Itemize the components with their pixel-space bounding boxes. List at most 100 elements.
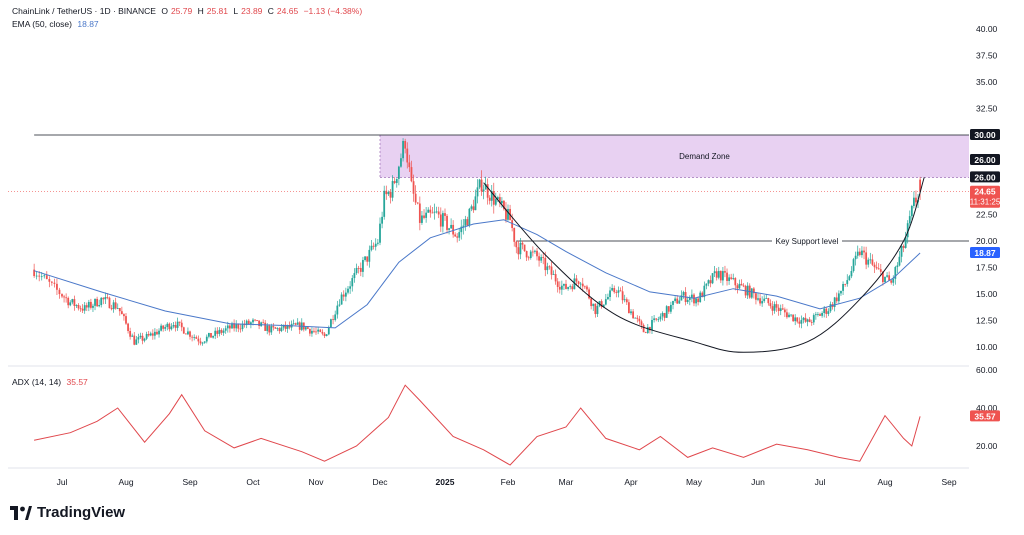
adx-value: 35.57: [66, 377, 88, 387]
badge-ema-bg: [970, 246, 1000, 258]
key-support-label: Key Support level: [776, 237, 839, 246]
candle-body: [861, 250, 863, 256]
candle-body: [571, 286, 574, 290]
candle-body: [71, 299, 74, 303]
candle-body: [323, 333, 326, 337]
candle-body: [680, 295, 683, 301]
candle-body: [529, 251, 532, 258]
price-axis-tick: 17.50: [976, 263, 998, 273]
candle-body: [814, 314, 817, 316]
candle-body: [619, 290, 622, 292]
candle-body: [178, 321, 181, 323]
candle-body: [141, 335, 144, 341]
candle-body: [833, 297, 836, 308]
candle-body: [672, 300, 674, 305]
candle-body: [421, 215, 423, 223]
candle-body: [218, 329, 221, 334]
time-axis-tick: May: [686, 477, 703, 487]
candle-body: [135, 339, 138, 345]
candle-body: [120, 311, 123, 315]
candle-body: [397, 166, 400, 179]
candle-body: [558, 286, 561, 290]
candle-body: [296, 322, 299, 325]
candle-body: [494, 199, 497, 205]
candle-body: [786, 312, 788, 318]
candle-body: [252, 319, 254, 323]
demand-zone-label: Demand Zone: [679, 152, 730, 161]
candle-body: [470, 206, 473, 209]
candle-body: [90, 301, 92, 308]
candle-body: [693, 294, 695, 304]
candle-body: [127, 323, 129, 331]
candle-body: [915, 197, 917, 203]
candle-body: [69, 302, 72, 306]
candle-body: [174, 325, 177, 328]
close-value: 24.65: [276, 6, 299, 16]
candle-body: [879, 269, 882, 272]
candle-body: [325, 334, 328, 337]
candle-body: [732, 278, 735, 279]
candle-body: [867, 259, 870, 265]
candle-body: [306, 327, 309, 329]
candle-body: [823, 308, 826, 314]
candle-body: [247, 320, 250, 325]
candle-body: [726, 272, 728, 281]
candle-body: [594, 303, 597, 315]
low-label: L: [233, 6, 239, 16]
candle-body: [592, 303, 595, 307]
badge-current-price: 24.65: [974, 187, 996, 197]
time-axis-tick: Aug: [877, 477, 892, 487]
candle-body: [869, 259, 872, 261]
brand-name: TradingView: [37, 504, 126, 521]
candle-body: [366, 256, 369, 262]
candle-body: [498, 197, 501, 204]
candle-body: [763, 298, 766, 302]
candle-body: [231, 323, 233, 329]
tradingview-brand[interactable]: TradingView: [10, 504, 125, 521]
candle-body: [755, 293, 757, 300]
tradingview-logo-icon: [10, 505, 32, 520]
candle-body: [538, 256, 540, 261]
candle-body: [344, 292, 347, 297]
candle-body: [873, 264, 876, 268]
candle-body: [383, 190, 386, 217]
candle-body: [621, 291, 624, 301]
candle-body: [649, 326, 651, 331]
candle-body: [602, 304, 605, 308]
candle-body: [393, 181, 396, 183]
candle-body: [757, 298, 759, 300]
candle-body: [525, 251, 528, 258]
candle-body: [817, 314, 819, 315]
candle-body: [454, 234, 457, 237]
candle-body: [623, 299, 626, 301]
candle-body: [38, 275, 41, 277]
candle-body: [336, 305, 339, 315]
candle-body: [604, 299, 607, 305]
candle-body: [429, 209, 432, 213]
candle-body: [844, 283, 847, 285]
candle-body: [674, 298, 676, 301]
candle-body: [496, 197, 499, 200]
candle-body: [788, 314, 790, 318]
time-axis-tick: Dec: [372, 477, 388, 487]
time-axis-tick: Nov: [308, 477, 324, 487]
candle-body: [794, 317, 797, 322]
candle-body: [262, 322, 265, 324]
candle-body: [513, 227, 516, 242]
candle-body: [486, 184, 489, 198]
candle-body: [437, 211, 440, 215]
candle-body: [663, 313, 666, 318]
candle-body: [846, 280, 849, 285]
badge-current-price-bg: [970, 185, 1000, 208]
candle-body: [158, 330, 160, 335]
candle-body: [728, 277, 730, 281]
time-axis-tick: Jul: [57, 477, 68, 487]
time-axis-tick: Feb: [501, 477, 516, 487]
candle-body: [875, 267, 878, 269]
candle-body: [852, 259, 855, 271]
candle-body: [742, 285, 745, 287]
candle-body: [659, 316, 662, 320]
candle-body: [898, 256, 901, 266]
candle-body: [478, 179, 481, 188]
